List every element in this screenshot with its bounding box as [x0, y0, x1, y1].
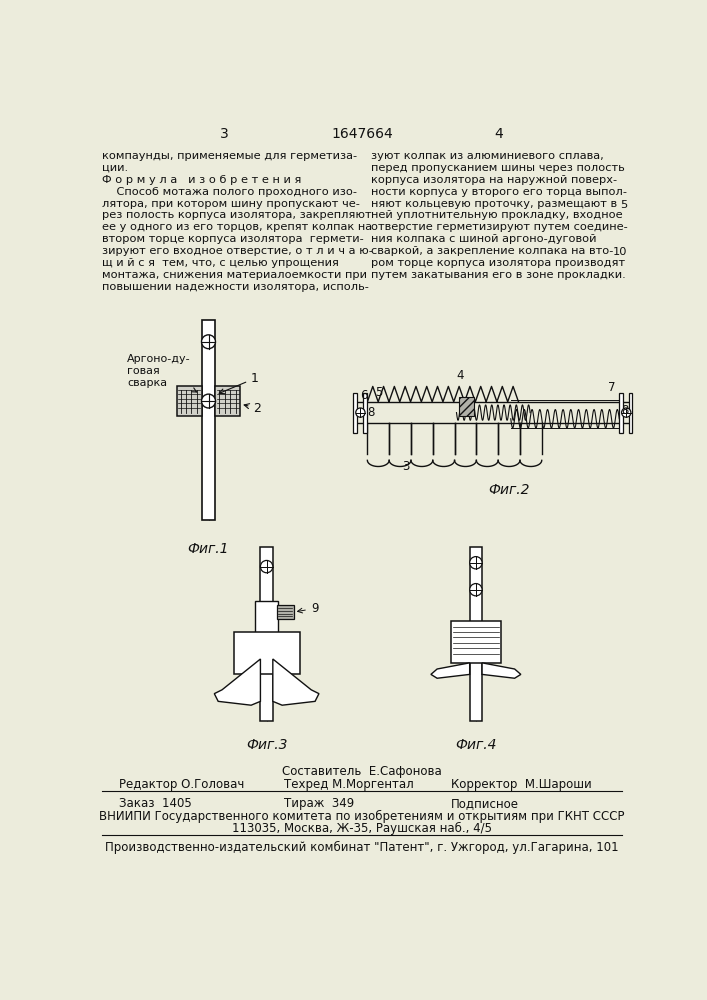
Bar [469, 547, 482, 721]
Text: Корректор  М.Шароши: Корректор М.Шароши [451, 778, 592, 791]
Text: 1: 1 [219, 372, 259, 394]
Circle shape [201, 394, 216, 408]
Text: сваркой, а закрепление колпака на вто-: сваркой, а закрепление колпака на вто- [371, 246, 614, 256]
Text: перед пропусканием шины через полость: перед пропусканием шины через полость [371, 163, 625, 173]
Text: ром торце корпуса изолятора производят: ром торце корпуса изолятора производят [371, 258, 626, 268]
Text: 2: 2 [244, 402, 262, 415]
Text: Фиг.1: Фиг.1 [188, 542, 229, 556]
Bar [619, 393, 623, 433]
Text: 6: 6 [360, 389, 367, 402]
Text: рез полость корпуса изолятора, закрепляют: рез полость корпуса изолятора, закрепляю… [103, 210, 372, 220]
Polygon shape [214, 659, 260, 705]
Text: монтажа, снижения материалоемкости при: монтажа, снижения материалоемкости при [103, 270, 368, 280]
Text: щ и й с я  тем, что, с целью упрощения: щ и й с я тем, что, с целью упрощения [103, 258, 339, 268]
Circle shape [621, 408, 631, 417]
Text: Составитель  Е.Сафонова: Составитель Е.Сафонова [282, 765, 442, 778]
Bar [354, 393, 357, 433]
Text: Заказ  1405: Заказ 1405 [119, 797, 192, 810]
Text: ности корпуса у второго его торца выпол-: ности корпуса у второго его торца выпол- [371, 187, 627, 197]
Polygon shape [431, 663, 469, 678]
Text: 9: 9 [298, 602, 318, 615]
Text: ции.: ции. [103, 163, 129, 173]
Text: зируют его входное отверстие, о т л и ч а ю-: зируют его входное отверстие, о т л и ч … [103, 246, 373, 256]
Text: ВНИИПИ Государственного комитета по изобретениям и открытиям при ГКНТ СССР: ВНИИПИ Государственного комитета по изоб… [99, 810, 625, 823]
Polygon shape [273, 659, 319, 705]
Bar [363, 393, 367, 433]
Text: 3: 3 [402, 460, 410, 473]
Text: 8: 8 [368, 406, 375, 419]
Circle shape [469, 584, 482, 596]
Text: 3: 3 [220, 127, 228, 141]
Text: Редактор О.Головач: Редактор О.Головач [119, 778, 245, 791]
Text: няют кольцевую проточку, размещают в: няют кольцевую проточку, размещают в [371, 199, 617, 209]
Text: 113035, Москва, Ж-35, Раушская наб., 4/5: 113035, Москва, Ж-35, Раушская наб., 4/5 [232, 822, 492, 835]
Text: Тираж  349: Тираж 349 [284, 797, 355, 810]
Bar [216, 386, 240, 416]
Text: Способ мотажа полого проходного изо-: Способ мотажа полого проходного изо- [103, 187, 357, 197]
Text: ее у одного из его торцов, крепят колпак на: ее у одного из его торцов, крепят колпак… [103, 222, 373, 232]
Text: компаунды, применяемые для герметиза-: компаунды, применяемые для герметиза- [103, 151, 358, 161]
Text: 5: 5 [620, 200, 627, 210]
Polygon shape [482, 663, 521, 678]
Text: 4: 4 [457, 369, 464, 382]
Text: 10: 10 [612, 247, 627, 257]
Bar [201, 320, 216, 520]
Bar [177, 386, 201, 416]
Text: ней уплотнительную прокладку, входное: ней уплотнительную прокладку, входное [371, 210, 623, 220]
Text: ния колпака с шиной аргоно-дуговой: ния колпака с шиной аргоно-дуговой [371, 234, 597, 244]
Bar [459, 397, 474, 416]
Circle shape [201, 335, 216, 349]
Circle shape [260, 560, 273, 573]
Circle shape [356, 408, 365, 417]
Text: Техред М.Моргентал: Техред М.Моргентал [284, 778, 414, 791]
Text: Фиг.2: Фиг.2 [488, 483, 530, 497]
Text: 7: 7 [608, 381, 615, 394]
Text: Аргоно-ду-
говая
сварка: Аргоно-ду- говая сварка [127, 354, 197, 392]
Text: путем закатывания его в зоне прокладки.: путем закатывания его в зоне прокладки. [371, 270, 626, 280]
Text: втором торце корпуса изолятора  гермети-: втором торце корпуса изолятора гермети- [103, 234, 364, 244]
Text: 8: 8 [621, 404, 629, 417]
Text: 4: 4 [495, 127, 503, 141]
Text: Фиг.4: Фиг.4 [455, 738, 496, 752]
Bar [629, 393, 633, 433]
Text: 1647664: 1647664 [331, 127, 393, 141]
Bar [276, 605, 293, 619]
Circle shape [469, 557, 482, 569]
Text: зуют колпак из алюминиевого сплава,: зуют колпак из алюминиевого сплава, [371, 151, 604, 161]
Text: повышении надежности изолятора, исполь-: повышении надежности изолятора, исполь- [103, 282, 369, 292]
Text: Производственно-издательский комбинат "Патент", г. Ужгород, ул.Гагарина, 101: Производственно-издательский комбинат "П… [105, 841, 619, 854]
Bar [255, 601, 279, 636]
Text: Ф о р м у л а   и з о б р е т е н и я: Ф о р м у л а и з о б р е т е н и я [103, 175, 302, 185]
Text: Фиг.3: Фиг.3 [246, 738, 287, 752]
Text: Подписное: Подписное [451, 797, 519, 810]
Text: отверстие герметизируют путем соедине-: отверстие герметизируют путем соедине- [371, 222, 628, 232]
Text: корпуса изолятора на наружной поверх-: корпуса изолятора на наружной поверх- [371, 175, 617, 185]
Bar [260, 547, 273, 721]
Bar [234, 632, 300, 674]
Text: 5: 5 [375, 386, 382, 399]
Text: лятора, при котором шину пропускают че-: лятора, при котором шину пропускают че- [103, 199, 360, 209]
Bar [450, 620, 501, 663]
